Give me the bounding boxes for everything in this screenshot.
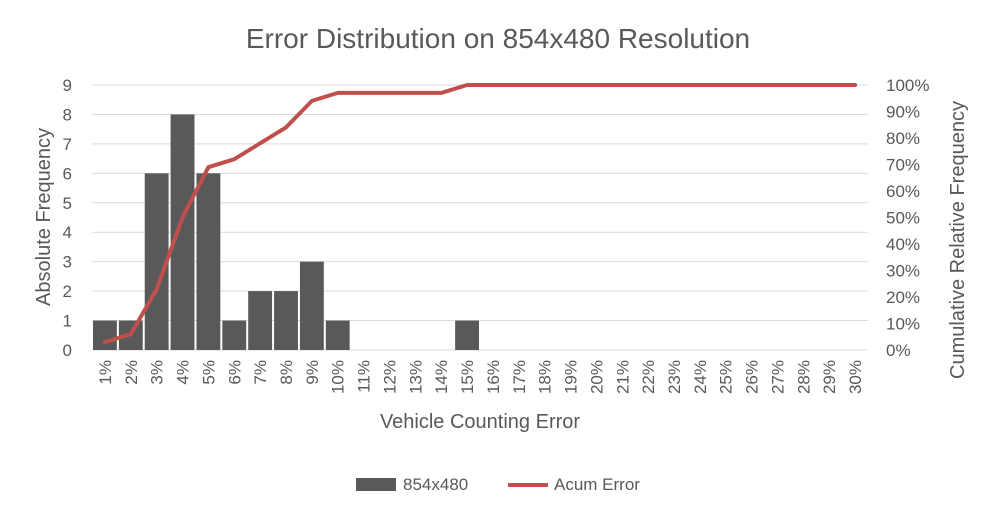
x-tick-label: 16% [484,360,503,394]
x-tick-label: 18% [536,360,555,394]
y2-tick-label: 30% [886,262,920,281]
acum-error-line [102,83,858,345]
x-tick-label: 1% [96,360,115,385]
y-tick-label: 3 [63,253,72,272]
x-tick-label: 17% [510,360,529,394]
x-tick-label: 5% [199,360,218,385]
x-tick-label: 27% [769,360,788,394]
y2-tick-label: 0% [886,341,911,360]
x-tick-label: 15% [458,360,477,394]
legend-label-bars: 854x480 [403,475,468,494]
bar [325,320,350,350]
x-tick-label: 26% [743,360,762,394]
x-tick-label: 24% [691,360,710,394]
y-axis-title: Absolute Frequency [33,128,55,306]
y2-tick-label: 70% [886,156,920,175]
bar [222,320,247,350]
x-tick-label: 20% [587,360,606,394]
y2-tick-label: 40% [886,235,920,254]
y2-tick-label: 60% [886,182,920,201]
y-axis-ticks: 0 1 2 3 4 5 6 7 8 9 [63,76,72,360]
chart-title: Error Distribution on 854x480 Resolution [246,23,750,54]
bar [455,320,479,350]
x-tick-label: 4% [174,360,193,385]
x-tick-label: 14% [432,360,451,394]
x-tick-label: 7% [251,360,270,385]
bar [196,173,221,350]
bar [274,291,298,350]
y-tick-label: 7 [63,135,72,154]
y2-tick-label: 90% [886,103,920,122]
bar [299,261,324,350]
legend-label-line: Acum Error [554,475,640,494]
legend: 854x480 Acum Error [356,475,640,494]
x-tick-label: 8% [277,360,296,385]
y2-tick-label: 20% [886,288,920,307]
y2-axis-ticks: 0% 10% 20% 30% 40% 50% 60% 70% 80% 90% 100% [886,76,929,360]
x-axis-title: Vehicle Counting Error [380,411,580,433]
y-tick-label: 6 [63,164,72,183]
y2-tick-label: 10% [886,315,920,334]
x-axis-ticks: 1% 2% 3% 4% 5% 6% 7% 8% 9% 10% 11% 12% 13% 14% 15% 16% 1… [96,360,865,394]
x-tick-label: 10% [329,360,348,394]
y-tick-label: 4 [63,223,72,242]
x-tick-label: 9% [303,360,322,385]
x-tick-label: 22% [639,360,658,394]
x-tick-label: 25% [717,360,736,394]
bar [144,173,169,350]
x-tick-label: 23% [665,360,684,394]
x-tick-label: 29% [820,360,839,394]
x-tick-label: 2% [122,360,141,385]
y2-axis-title: Cumulative Relative Frequency [947,101,969,379]
y-tick-label: 8 [63,105,72,124]
x-tick-label: 28% [794,360,813,394]
y2-tick-label: 80% [886,129,920,148]
y-tick-label: 1 [63,312,72,331]
x-tick-label: 13% [406,360,425,394]
legend-swatch-bars [356,478,396,491]
y-tick-label: 5 [63,194,72,213]
bar [170,114,195,350]
x-tick-label: 12% [381,360,400,394]
x-tick-label: 11% [355,360,374,393]
x-tick-label: 19% [562,360,581,394]
y-tick-label: 0 [63,341,72,360]
y-tick-label: 9 [63,76,72,95]
y2-tick-label: 50% [886,209,920,228]
x-tick-label: 30% [846,360,865,394]
x-tick-label: 6% [225,360,244,385]
bar [248,291,273,350]
x-tick-label: 3% [148,360,167,385]
bar [93,320,117,350]
x-tick-label: 21% [613,360,632,394]
bars [93,114,479,350]
y-tick-label: 2 [63,282,72,301]
y2-tick-label: 100% [886,76,929,95]
